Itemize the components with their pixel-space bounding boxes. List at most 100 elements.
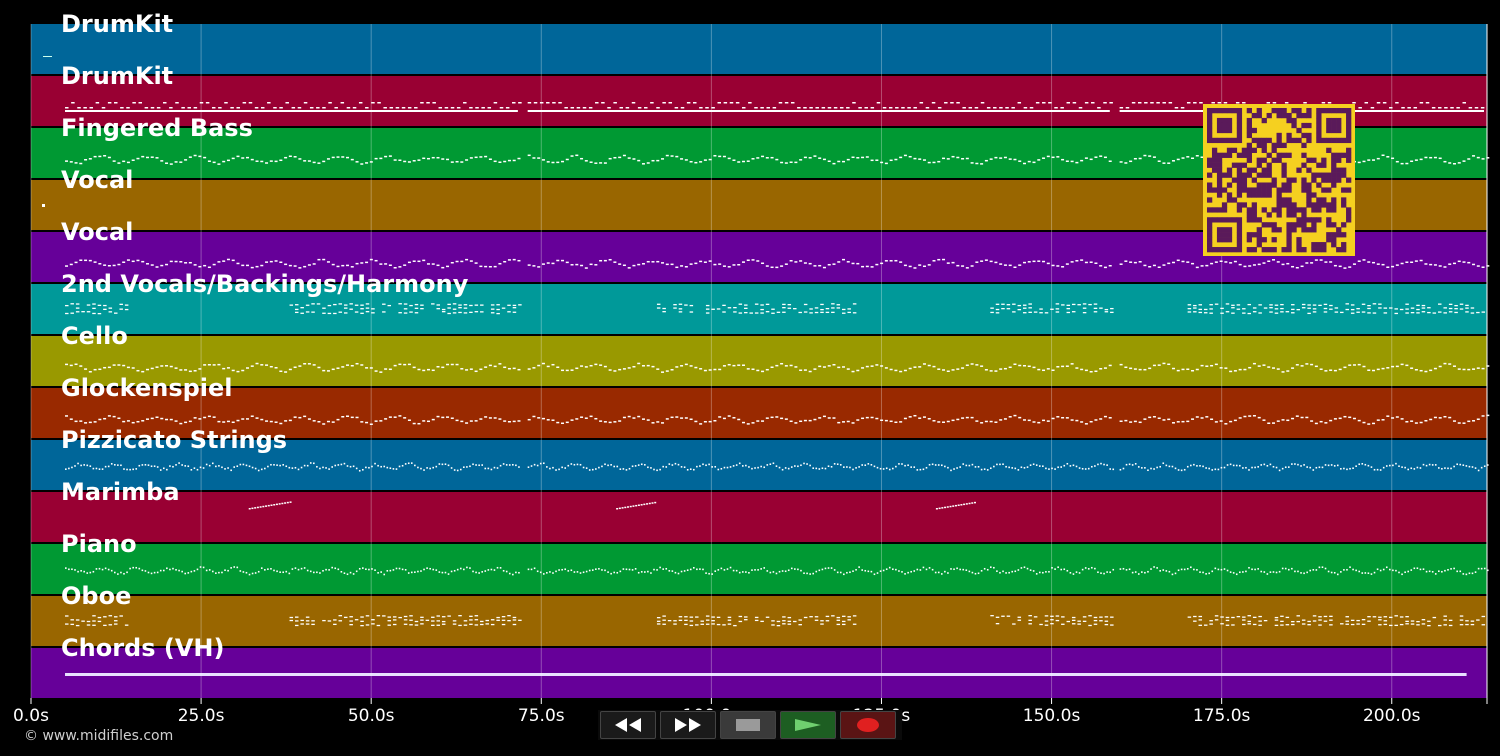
- note-mark: [782, 620, 786, 622]
- note-mark: [279, 261, 283, 264]
- qr-module: [1236, 232, 1243, 238]
- note-mark: [928, 463, 931, 466]
- note-mark: [579, 572, 582, 574]
- note-mark: [455, 419, 459, 422]
- note-mark: [965, 416, 969, 419]
- record-button[interactable]: [840, 711, 896, 739]
- note-mark: [284, 420, 288, 422]
- note-mark: [1013, 414, 1017, 417]
- note-mark: [1422, 463, 1425, 466]
- qr-module: [1266, 212, 1272, 218]
- note-mark: [1454, 308, 1458, 310]
- note-mark: [412, 260, 416, 262]
- note-mark: [803, 616, 808, 619]
- note-mark: [172, 465, 174, 468]
- note-mark: [1405, 308, 1409, 310]
- note-mark: [303, 363, 307, 365]
- track-lane[interactable]: [31, 544, 1487, 594]
- note-mark: [846, 368, 850, 370]
- note-mark: [665, 263, 669, 266]
- note-mark: [856, 419, 860, 421]
- note-mark: [732, 569, 735, 572]
- note-mark: [541, 159, 545, 161]
- note-mark: [1483, 567, 1486, 570]
- track-lane[interactable]: [31, 492, 1487, 542]
- note-mark: [379, 371, 383, 373]
- note-mark: [813, 368, 817, 370]
- note-mark: [1257, 416, 1261, 419]
- note-mark: [334, 107, 338, 109]
- note-mark: [447, 573, 450, 575]
- track-lane[interactable]: [31, 388, 1487, 438]
- note-mark: [1104, 308, 1109, 311]
- note-mark: [1165, 464, 1168, 467]
- note-mark: [1193, 568, 1195, 571]
- note-mark: [444, 571, 447, 574]
- note-mark: [475, 107, 479, 109]
- note-mark: [1314, 365, 1318, 368]
- note-mark: [215, 465, 217, 468]
- note-mark: [836, 463, 839, 466]
- note-mark: [720, 567, 723, 570]
- note-mark: [379, 157, 383, 160]
- note-mark: [815, 570, 818, 573]
- note-mark: [273, 107, 277, 109]
- track-lane[interactable]: [31, 24, 1487, 74]
- note-mark: [693, 567, 695, 569]
- note-mark: [1129, 367, 1133, 370]
- note-mark: [971, 463, 974, 466]
- note-mark: [403, 303, 408, 305]
- note-mark: [1226, 569, 1229, 572]
- note-mark: [198, 418, 202, 420]
- note-mark: [1084, 157, 1088, 159]
- note-mark: [1122, 467, 1125, 470]
- qr-module: [1231, 147, 1238, 153]
- note-mark: [827, 417, 831, 419]
- note-mark: [412, 160, 416, 162]
- note-mark: [961, 158, 965, 160]
- note-mark: [212, 161, 216, 164]
- note-mark: [1176, 259, 1180, 262]
- note-mark: [110, 463, 113, 465]
- note-mark: [1091, 102, 1095, 104]
- note-mark: [383, 573, 386, 576]
- note-mark: [1103, 102, 1107, 104]
- note-mark: [1364, 463, 1367, 466]
- note-mark: [1257, 466, 1259, 468]
- play-button[interactable]: [780, 711, 836, 739]
- track-lane[interactable]: [31, 336, 1487, 386]
- note-mark: [187, 107, 191, 109]
- note-mark: [1319, 368, 1323, 370]
- note-mark: [398, 303, 402, 305]
- note-mark: [1028, 619, 1032, 621]
- rewind-button[interactable]: [600, 711, 656, 739]
- note-mark: [1452, 365, 1456, 367]
- note-mark: [619, 468, 622, 470]
- qr-module: [1261, 222, 1267, 228]
- qr-module: [1291, 227, 1297, 233]
- note-mark: [654, 501, 657, 504]
- note-mark: [1300, 265, 1304, 268]
- note-mark: [941, 464, 943, 467]
- note-mark: [1042, 465, 1044, 467]
- note-mark: [307, 264, 311, 266]
- stop-button[interactable]: [720, 711, 776, 739]
- note-mark: [1448, 162, 1452, 164]
- note-mark: [1183, 468, 1186, 471]
- note-mark: [927, 264, 931, 266]
- qr-code[interactable]: [1203, 104, 1355, 256]
- note-mark: [1018, 160, 1022, 162]
- note-mark: [1001, 615, 1005, 617]
- track-lane[interactable]: [31, 596, 1487, 646]
- note-mark: [864, 107, 868, 109]
- qr-module: [1246, 122, 1252, 129]
- note-mark: [849, 571, 851, 574]
- note-mark: [957, 504, 960, 506]
- note-mark: [650, 102, 654, 104]
- note-mark: [729, 102, 734, 104]
- fast-forward-button[interactable]: [660, 711, 716, 739]
- note-mark: [847, 616, 851, 618]
- note-mark: [1157, 364, 1161, 366]
- note-mark: [1066, 307, 1071, 310]
- note-mark: [198, 265, 202, 268]
